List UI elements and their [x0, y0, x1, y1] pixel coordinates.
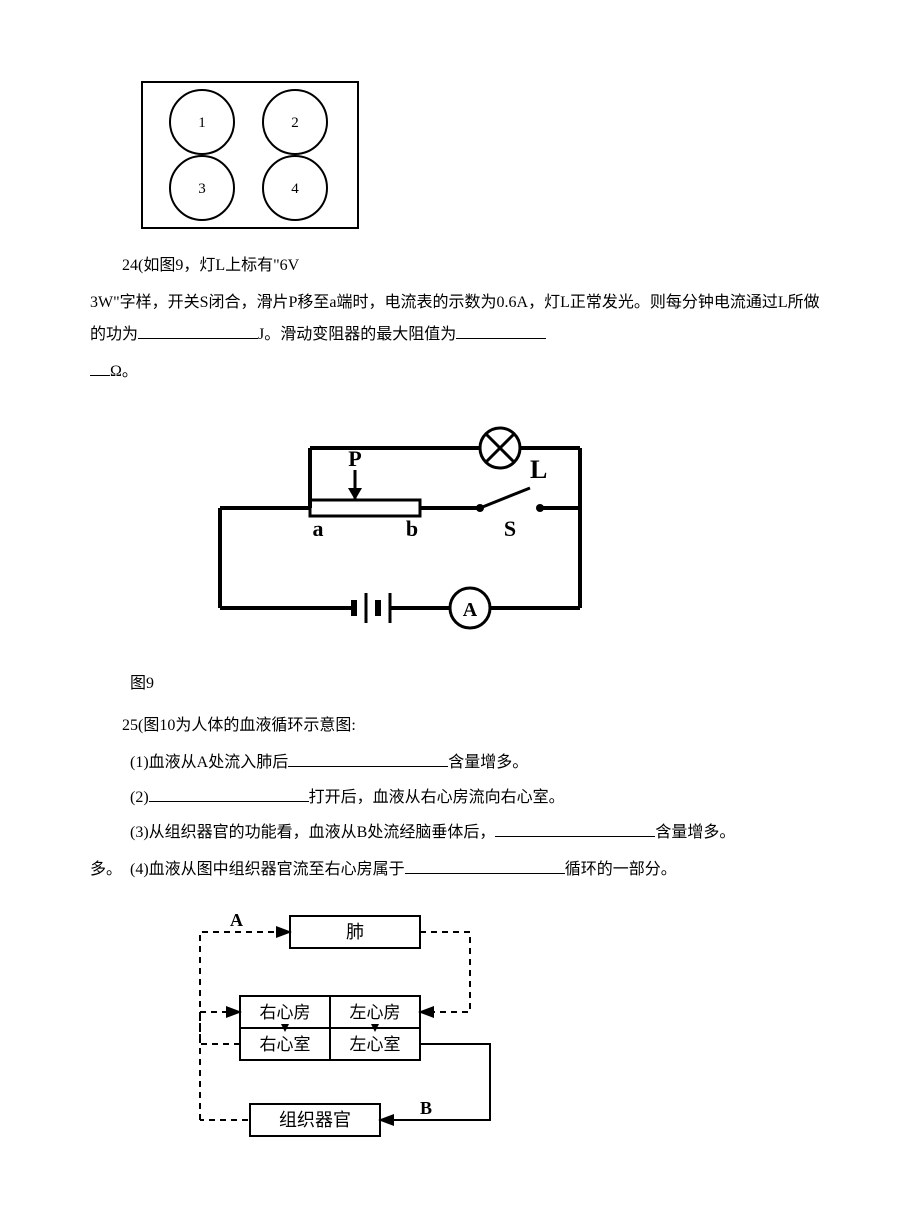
- q25-p1: (1)血液从A处流入肺后含量增多。: [90, 747, 830, 779]
- svg-text:A: A: [463, 599, 478, 621]
- svg-text:B: B: [420, 1098, 432, 1118]
- svg-text:4: 4: [291, 181, 299, 197]
- svg-text:2: 2: [291, 115, 299, 131]
- q24-line1: 24(如图9，灯L上标有"6V: [90, 250, 830, 282]
- svg-text:3: 3: [198, 181, 206, 197]
- blank-p2: [149, 786, 309, 802]
- q25-p3: (3)从组织器官的功能看，血液从B处流经脑垂体后，含量增多。: [90, 817, 830, 849]
- blank-p3: [495, 821, 655, 837]
- q25-intro: 25(图10为人体的血液循环示意图:: [90, 710, 830, 742]
- blank-work: [138, 323, 258, 339]
- q24-line2: 3W"字样，开关S闭合，滑片P移至a端时，电流表的示数为0.6A，灯L正常发光。…: [90, 287, 830, 351]
- svg-text:a: a: [313, 516, 324, 541]
- blood-svg: 肺 右心房 左心房 右心室 左心室 组织器官 A B: [150, 906, 530, 1146]
- svg-text:S: S: [504, 516, 516, 541]
- blood-diagram: 肺 右心房 左心房 右心室 左心室 组织器官 A B: [150, 906, 830, 1146]
- blank-p4: [405, 858, 565, 874]
- svg-text:L: L: [530, 455, 547, 484]
- svg-text:右心室: 右心室: [260, 1035, 311, 1054]
- blank-cont: [90, 360, 110, 376]
- diagram-four-circles: 1 2 3 4: [140, 80, 830, 230]
- q24-line3: Ω。: [90, 356, 830, 388]
- svg-text:左心室: 左心室: [350, 1035, 401, 1054]
- circuit-svg: P a b S L A: [180, 408, 620, 648]
- svg-text:组织器官: 组织器官: [279, 1110, 351, 1130]
- svg-text:1: 1: [198, 115, 206, 131]
- blank-resistance: [456, 323, 546, 339]
- svg-text:左心房: 左心房: [350, 1003, 401, 1022]
- q25-p2: (2)打开后，血液从右心房流向右心室。: [90, 782, 830, 814]
- caption-fig9: 图9: [90, 668, 830, 700]
- svg-text:P: P: [348, 446, 361, 471]
- circuit-diagram: P a b S L A: [180, 408, 830, 648]
- four-circles-svg: 1 2 3 4: [140, 80, 360, 230]
- svg-text:b: b: [406, 516, 418, 541]
- svg-text:A: A: [230, 910, 243, 930]
- q25-p4: 多。 (4)血液从图中组织器官流至右心房属于循环的一部分。: [90, 854, 830, 886]
- blank-p1: [288, 751, 448, 767]
- svg-text:肺: 肺: [346, 922, 364, 942]
